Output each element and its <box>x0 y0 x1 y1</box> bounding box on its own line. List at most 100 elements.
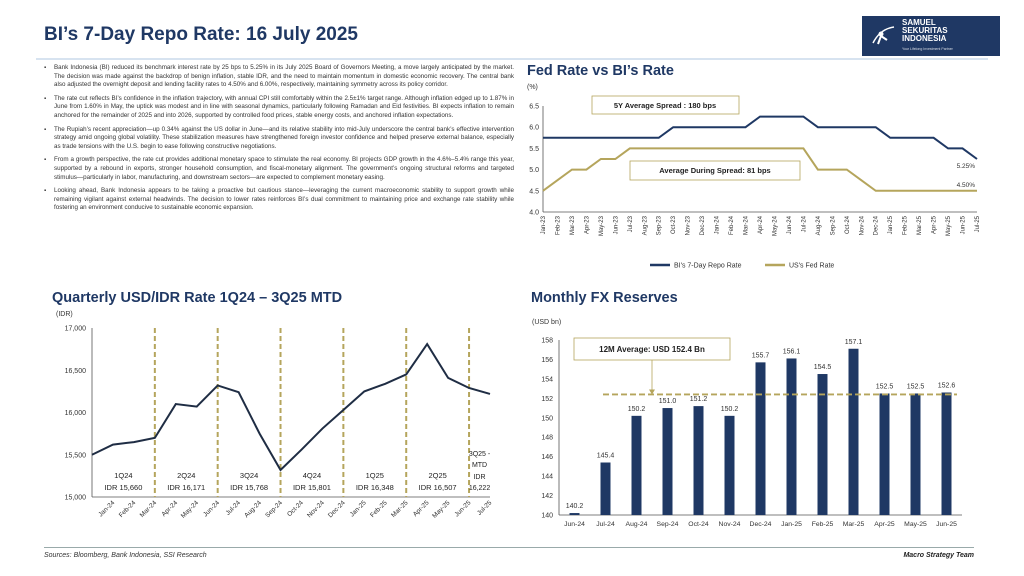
x-tick-label: Jan-24 <box>715 215 721 234</box>
x-tick-label: Apr-24 <box>160 499 179 518</box>
bar <box>941 392 952 515</box>
bar-value-label: 145.4 <box>597 453 615 460</box>
x-tick-label: Sep-24 <box>830 215 836 235</box>
x-tick-label: Feb-24 <box>729 215 735 235</box>
x-tick-label: May-25 <box>946 215 952 236</box>
usd-idr-line <box>91 342 491 472</box>
y-tick-label: 6.5 <box>529 104 539 111</box>
arrow-head-icon <box>649 389 655 395</box>
y-tick-label: 152 <box>541 396 553 403</box>
bar-value-label: 155.7 <box>752 352 770 359</box>
quarter-label: 2Q24 <box>177 471 195 480</box>
x-tick-label: Feb-24 <box>118 499 138 519</box>
y-tick-label: 146 <box>541 454 553 461</box>
x-tick-label: Oct-24 <box>286 499 305 518</box>
x-tick-label: Feb-25 <box>812 521 834 528</box>
footer-divider <box>44 547 974 548</box>
bullet: Looking ahead, Bank Indonesia appears to… <box>44 187 514 213</box>
x-tick-label: Oct-24 <box>845 215 851 234</box>
x-tick-label: Oct-23 <box>671 215 677 234</box>
x-tick-label: Feb-25 <box>903 215 909 235</box>
bar <box>910 393 921 515</box>
quarter-average: IDR 15,801 <box>293 483 331 492</box>
idr-chart-unit: (IDR) <box>56 311 73 318</box>
y-tick-label: 156 <box>541 357 553 364</box>
bar <box>724 415 735 515</box>
quarter-average: IDR <box>473 474 485 481</box>
y-tick-label: 144 <box>541 474 553 481</box>
annotation-text: 5Y Average Spread : 180 bps <box>614 101 716 110</box>
x-tick-label: Feb-25 <box>369 499 389 519</box>
x-tick-label: Jul-24 <box>225 499 243 517</box>
y-tick-label: 6.0 <box>529 125 539 132</box>
y-tick-label: 17,000 <box>65 326 87 333</box>
bar <box>817 374 828 515</box>
y-tick-label: 5.5 <box>529 146 539 153</box>
logo-text: SAMUEL SEKURITAS INDONESIA Your Lifelong In… <box>902 18 953 52</box>
x-tick-label: Jan-25 <box>888 215 894 234</box>
legend-label: BI's 7-Day Repo Rate <box>674 263 742 270</box>
end-value-label: 5.25% <box>957 163 976 170</box>
x-tick-label: Nov-24 <box>306 499 326 519</box>
x-tick-label: Mar-24 <box>744 215 750 235</box>
y-tick-label: 4.5 <box>529 188 539 195</box>
y-tick-label: 15,000 <box>65 495 87 502</box>
idr-chart-title: Quarterly USD/IDR Rate 1Q24 – 3Q25 MTD <box>52 290 343 306</box>
x-tick-label: May-25 <box>431 499 452 520</box>
bullet: Bank Indonesia (BI) reduced its benchmar… <box>44 64 514 90</box>
x-tick-label: Aug-23 <box>642 215 648 235</box>
bar-value-label: 150.2 <box>721 406 739 413</box>
x-tick-label: Jul-24 <box>801 215 807 232</box>
x-tick-label: Jun-25 <box>453 499 472 518</box>
archer-icon <box>872 26 895 45</box>
x-tick-label: Jan-25 <box>349 499 368 518</box>
x-tick-label: Jun-24 <box>787 215 793 234</box>
legend-label: US's Fed Rate <box>789 263 834 270</box>
bar-value-label: 157.1 <box>845 339 863 346</box>
quarter-label: 1Q24 <box>114 471 132 480</box>
quarter-average: IDR 16,507 <box>419 483 457 492</box>
x-tick-label: Jun-23 <box>613 215 619 234</box>
quarter-label: 4Q24 <box>303 471 321 480</box>
bar <box>848 348 859 515</box>
page-title: BI’s 7-Day Repo Rate: 16 July 2025 <box>44 24 358 45</box>
header-divider <box>36 58 988 60</box>
x-tick-label: Jun-25 <box>936 521 957 528</box>
annotation-box <box>591 95 740 115</box>
series-line-bi <box>543 115 978 160</box>
x-tick-label: Apr-25 <box>874 521 895 528</box>
x-tick-label: Aug-24 <box>243 499 263 519</box>
x-tick-label: Apr-24 <box>758 215 764 234</box>
bar <box>879 393 890 515</box>
quarter-label: 2Q25 <box>428 471 446 480</box>
quarter-label: 3Q24 <box>240 471 258 480</box>
x-tick-label: Nov-24 <box>719 521 741 528</box>
x-tick-label: Dec-23 <box>700 215 706 235</box>
sources: Sources: Bloomberg, Bank Indonesia, SSI … <box>44 552 207 559</box>
bar-value-label: 152.5 <box>876 383 894 390</box>
x-tick-label: Jan-25 <box>781 521 802 528</box>
quarter-average: IDR 15,768 <box>230 483 268 492</box>
quarter-average: IDR 16,171 <box>167 483 205 492</box>
x-tick-label: Jul-25 <box>476 499 494 517</box>
x-tick-label: Aug-24 <box>626 521 648 528</box>
bar-value-label: 140.2 <box>566 503 584 510</box>
bar <box>755 362 766 515</box>
quarter-label: 1Q25 <box>366 471 384 480</box>
x-tick-label: Jul-23 <box>628 215 634 232</box>
x-tick-label: Dec-24 <box>874 215 880 235</box>
bar <box>693 406 704 515</box>
team-name: Macro Strategy Team <box>903 552 974 559</box>
x-tick-label: Jan-24 <box>97 499 116 518</box>
x-tick-label: Apr-23 <box>584 215 590 234</box>
x-tick-label: Mar-23 <box>570 215 576 235</box>
x-tick-label: Jun-24 <box>202 499 221 518</box>
x-tick-label: Jul-25 <box>975 215 981 232</box>
x-tick-label: Apr-25 <box>932 215 938 234</box>
bar <box>600 462 611 515</box>
x-tick-label: Mar-25 <box>390 499 410 519</box>
bar-value-label: 152.6 <box>938 383 956 390</box>
x-tick-label: Feb-23 <box>555 215 561 235</box>
x-tick-label: Sep-24 <box>264 499 284 519</box>
